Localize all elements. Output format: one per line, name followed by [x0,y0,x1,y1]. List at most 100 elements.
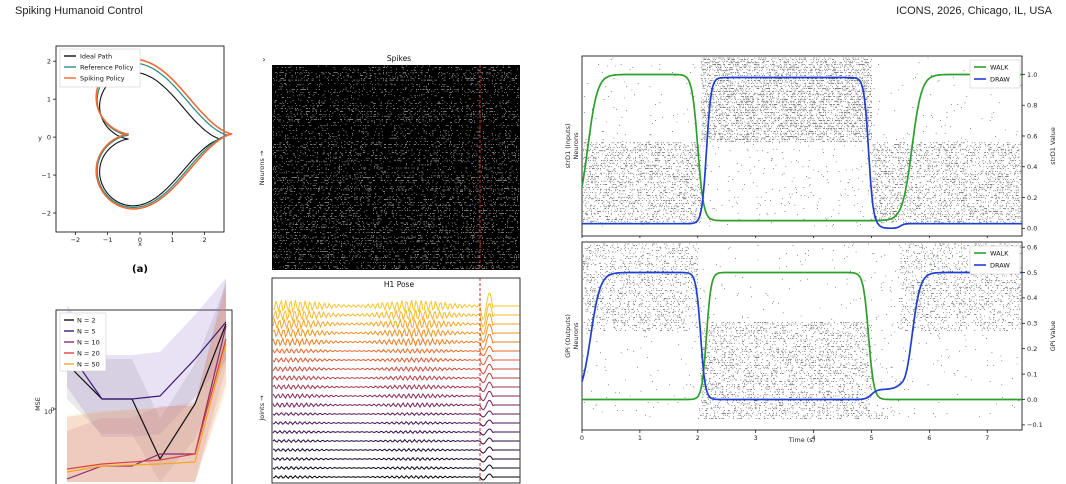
pose-trace [272,455,520,463]
gpi-xtick: 1 [638,434,642,442]
mse-ylabel: MSE [34,397,42,411]
gpi-xtick: 5 [869,434,873,442]
traj-xtick: 1 [170,236,174,244]
mse-line-3 [66,338,227,470]
strd1-right-tick: 0.8 [1027,102,1037,110]
strd1-draw-line [582,76,1022,230]
spikes-background [272,65,520,270]
mse-line-1 [66,321,227,400]
strd1-legend: WALK DRAW [969,59,1021,89]
strd1-right-tick: 0.6 [1027,132,1037,140]
mse-axes-frame [55,309,233,484]
pose-trace [272,437,520,445]
trajectory-xlabel: x [138,240,142,248]
gpi-xtick: 0 [580,434,584,442]
trajectory-ylabel: y [38,134,42,142]
pose-trace [272,363,520,375]
pose-trace [272,446,520,454]
pose-trace [272,345,520,357]
gpi-xtick: 7 [985,434,989,442]
spike-events [273,65,520,269]
trajectory-chart: −2 −2 −1 −1 0 0 1 1 2 2 Ideal Path Reference Poli… [38,45,233,275]
strd1-walk-line [581,73,1022,222]
gpi-right-tick: −0.1 [1027,421,1043,429]
pose-trace [272,333,520,351]
mse-chart: N = 2 N = 5 N = 10 N = 20 N = 50 MSE 10 0 [34,278,233,484]
pose-trace [272,399,520,411]
traj-ytick: −1 [41,171,51,179]
pose-trace [272,354,520,366]
running-header-title: Spiking Humanoid Control [15,5,143,17]
gpi-draw-line [581,271,1022,401]
gpi-xtick: 3 [754,434,758,442]
gpi-xlabel: Time (s) [788,436,815,444]
basal-ganglia-figure: 0.0 0.2 0.4 0.6 0.8 1.0 strD1 (Inputs) Neuron… [564,55,1057,444]
gpi-ylabel-neurons: Neurons [572,322,580,350]
gpi-right-tick: 0.3 [1027,320,1037,328]
strd1-axes-frame [581,55,1023,237]
gpi-walk-line [582,271,1022,401]
mse-band [67,278,226,482]
strd1-right-tick: 1.0 [1027,71,1037,79]
strd1-right-ylabel: strD1 Value [1049,127,1057,165]
mse-legend-item: N = 5 [77,327,96,335]
gpi-ylabel: GPi (Outputs) [564,314,572,358]
pose-trace [272,323,520,344]
pose-axes-frame [271,277,521,484]
traj-xtick: 0 [138,236,142,244]
running-header-venue: ICONS, 2026, Chicago, IL, USA [896,5,1052,17]
strd1-ylabel-neurons: Neurons [572,132,580,160]
caption-a: (a) [132,264,148,275]
traj-ytick: 0 [47,133,51,141]
gpi-xtick: 4 [812,434,816,442]
mse-band [67,288,226,482]
pose-trace [272,410,520,418]
spikes-title: Spikes [387,54,411,63]
pose-trace [272,381,520,393]
legend-spiking: Spiking Policy [80,74,125,82]
strd1-legend-walk: WALK [990,63,1009,71]
pose-title: H1 Pose [384,280,415,289]
gpi-right-ylabel: GPi Value [1049,321,1057,352]
mse-line-4 [66,343,227,473]
mse-ytick-exp: 0 [51,407,54,413]
mse-legend: N = 2 N = 5 N = 10 N = 20 N = 50 [59,312,107,372]
ideal-path-line [99,71,222,207]
traj-ytick: −2 [41,209,51,217]
traj-ytick: 2 [47,57,51,65]
mse-ytick-base: 10 [44,408,52,416]
pose-trace [272,390,520,402]
traj-ytick: 1 [47,95,51,103]
pose-trace [272,419,520,427]
pose-chart: H1 Pose Joints → [258,277,521,484]
pose-trace [272,372,520,384]
mse-band [67,284,226,482]
gpi-legend-walk: WALK [990,249,1009,257]
mse-band [67,278,226,437]
strd1-right-tick: 0.4 [1027,163,1037,171]
pose-trace [272,292,520,321]
mse-legend-item: N = 2 [77,316,96,324]
mse-legend-item: N = 20 [77,349,100,357]
pose-trace [272,464,520,472]
gpi-right-tick: 0.6 [1027,243,1037,251]
pose-trace [272,302,520,329]
neuron-raster [583,57,1022,228]
trajectory-legend: Ideal Path Reference Policy Spiking Poli… [59,48,141,88]
gpi-right-tick: 0.5 [1027,269,1037,277]
gpi-xtick: 6 [927,434,931,442]
gpi-legend: WALK DRAW [969,245,1021,275]
traj-xtick: −2 [71,236,81,244]
legend-reference: Reference Policy [80,63,134,71]
gpi-axes-frame [581,241,1023,431]
gpi-right-tick: 0.2 [1027,345,1037,353]
mse-band [67,287,226,482]
pose-trace [272,428,520,436]
pose-ylabel: Joints → [258,395,266,422]
pose-trace [272,473,520,481]
mse-line-0 [66,323,227,461]
reference-policy-line [96,62,229,209]
mse-legend-item: N = 50 [77,360,100,368]
legend-ideal: Ideal Path [80,52,112,60]
mse-legend-item: N = 10 [77,338,100,346]
